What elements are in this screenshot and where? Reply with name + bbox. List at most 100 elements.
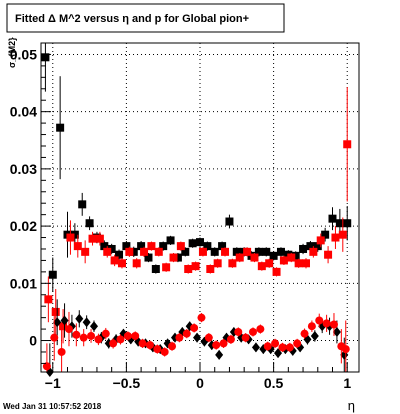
- data-point-square: [151, 265, 160, 274]
- data-point-diamond: [90, 321, 98, 332]
- data-point-circle: [197, 313, 206, 322]
- data-point-circle: [300, 329, 309, 338]
- data-point-square: [279, 256, 288, 265]
- data-point-square: [191, 262, 200, 271]
- data-point-square: [147, 242, 156, 251]
- data-point-square: [316, 236, 325, 245]
- data-point-square: [210, 247, 219, 256]
- data-point-square: [265, 259, 274, 268]
- data-point-square: [331, 233, 340, 242]
- data-point-square: [213, 259, 222, 268]
- x-tick-label: −1: [45, 375, 61, 391]
- data-point-circle: [307, 322, 316, 331]
- data-point-square: [306, 242, 315, 251]
- data-point-square: [85, 219, 94, 228]
- data-point-circle: [263, 342, 272, 351]
- data-point-circle: [168, 342, 177, 351]
- title-box: [6, 3, 285, 33]
- data-point-circle: [109, 339, 118, 348]
- data-point-square: [110, 256, 119, 265]
- data-point-square: [206, 265, 215, 274]
- footer-timestamp: Wed Jan 31 10:57:52 2018: [3, 402, 102, 411]
- data-point-square: [107, 244, 116, 253]
- x-tick-label: −0.5: [113, 375, 141, 391]
- data-point-square: [137, 242, 146, 251]
- data-point-circle: [278, 343, 287, 352]
- data-point-circle: [101, 329, 110, 338]
- data-point-square: [196, 238, 204, 247]
- data-point-circle: [116, 335, 125, 344]
- y-tick-label: 0.02: [10, 218, 37, 234]
- x-tick-label: 0.5: [264, 375, 284, 391]
- data-point-square: [328, 214, 337, 223]
- data-point-square: [257, 262, 266, 271]
- data-point-circle: [175, 333, 184, 342]
- data-point-circle: [160, 347, 169, 356]
- y-axis-label: σ_{M2}: [7, 37, 17, 68]
- data-point-square: [59, 322, 68, 331]
- data-point-square: [272, 267, 281, 276]
- data-marks: [41, 43, 352, 377]
- data-point-square: [73, 242, 82, 251]
- data-point-square: [243, 247, 252, 256]
- data-point-square: [48, 270, 57, 279]
- y-tick-label: 0.03: [10, 161, 37, 177]
- data-point-diamond: [251, 342, 260, 353]
- data-point-square: [324, 250, 333, 259]
- data-point-circle: [182, 329, 191, 338]
- data-point-square: [166, 236, 175, 245]
- data-point-square: [66, 233, 75, 242]
- data-point-diamond: [82, 317, 91, 328]
- data-point-square: [100, 242, 109, 251]
- data-point-diamond: [60, 315, 69, 326]
- data-point-circle: [322, 319, 331, 328]
- data-point-diamond: [193, 332, 202, 343]
- data-point-circle: [131, 331, 140, 340]
- data-point-square: [176, 242, 185, 251]
- data-point-square: [276, 247, 285, 256]
- data-point-circle: [241, 333, 250, 342]
- data-point-square: [117, 259, 126, 268]
- data-point-square: [88, 234, 97, 243]
- data-point-square: [184, 265, 193, 274]
- data-point-square: [129, 247, 138, 256]
- data-point-square: [232, 247, 241, 256]
- data-point-circle: [226, 335, 235, 344]
- data-point-square: [122, 242, 131, 251]
- data-point-circle: [219, 339, 228, 348]
- y-tick-label: 0.01: [10, 275, 37, 291]
- data-point-square: [343, 219, 352, 228]
- data-point-square: [115, 250, 124, 259]
- data-point-circle: [123, 331, 132, 340]
- data-point-square: [228, 259, 237, 268]
- data-point-square: [78, 200, 87, 209]
- y-tick-label: 0.05: [10, 46, 37, 62]
- data-point-square: [299, 244, 308, 253]
- data-point-square: [41, 53, 50, 62]
- data-point-circle: [329, 320, 338, 329]
- y-tick-label: 0.04: [10, 104, 37, 120]
- data-point-square: [70, 230, 79, 239]
- data-point-square: [235, 253, 244, 262]
- data-point-square: [294, 259, 303, 268]
- data-point-circle: [72, 330, 81, 339]
- data-point-square: [321, 230, 330, 239]
- data-point-square: [169, 253, 178, 262]
- data-point-circle: [234, 327, 243, 336]
- data-point-circle: [256, 325, 265, 334]
- data-point-square: [291, 251, 300, 260]
- data-point-square: [144, 253, 153, 262]
- data-point-diamond: [75, 313, 84, 324]
- data-point-square: [254, 247, 263, 256]
- x-axis-label: η: [348, 398, 355, 413]
- data-point-square: [225, 217, 234, 226]
- data-point-circle: [190, 323, 199, 332]
- data-point-circle: [249, 327, 257, 336]
- axis-ticks: −1 −0.5 0 0.5 1 0 0.01 0.02 0.03 0.04 0.05: [10, 46, 352, 391]
- data-point-square: [313, 242, 322, 251]
- data-point-circle: [293, 339, 302, 348]
- data-point-diamond: [53, 317, 62, 328]
- data-point-circle: [204, 333, 213, 342]
- data-point-square: [154, 247, 163, 256]
